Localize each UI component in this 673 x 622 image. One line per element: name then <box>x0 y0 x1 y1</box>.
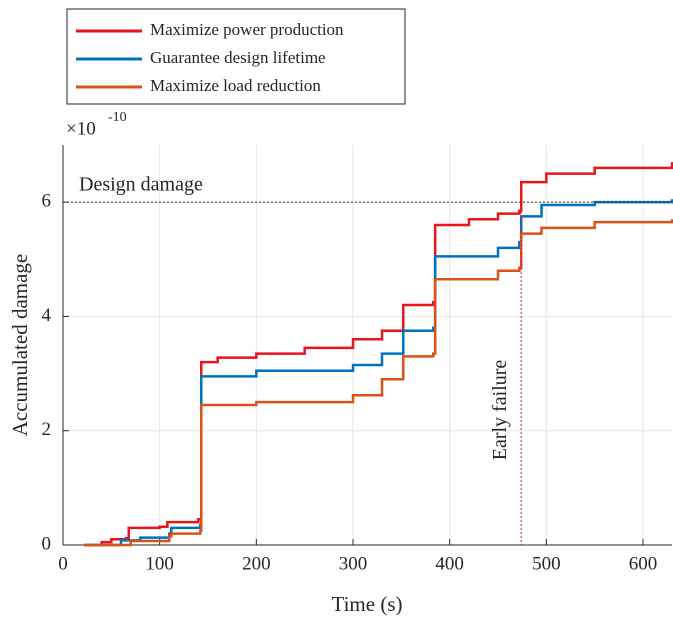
y-tick-label: 0 <box>42 533 52 554</box>
y-tick-label: 2 <box>42 419 52 440</box>
legend-label: Maximize load reduction <box>150 76 321 95</box>
y-tick-label: 6 <box>42 191 52 212</box>
x-axis-label: Time (s) <box>332 592 403 616</box>
data-line <box>84 162 673 547</box>
annotation: Design damage <box>79 174 203 196</box>
x-tick-label: 300 <box>339 553 368 574</box>
x-tick-label: 400 <box>435 553 464 574</box>
y-exponent-base: ×10 <box>66 118 96 139</box>
legend-label: Guarantee design lifetime <box>150 48 326 67</box>
x-tick-label: 100 <box>145 553 174 574</box>
data-line <box>84 219 673 547</box>
x-tick-label: 500 <box>532 553 561 574</box>
x-tick-label: 200 <box>242 553 271 574</box>
annotation: Early failure <box>489 360 511 461</box>
y-tick-label: 4 <box>42 305 52 326</box>
x-tick-label: 0 <box>58 553 68 574</box>
legend-label: Maximize power production <box>150 20 344 39</box>
x-tick-label: 600 <box>629 553 658 574</box>
y-exponent: -10 <box>108 110 127 125</box>
data-line <box>84 199 673 547</box>
y-axis-label: Accumulated damage <box>8 254 32 437</box>
